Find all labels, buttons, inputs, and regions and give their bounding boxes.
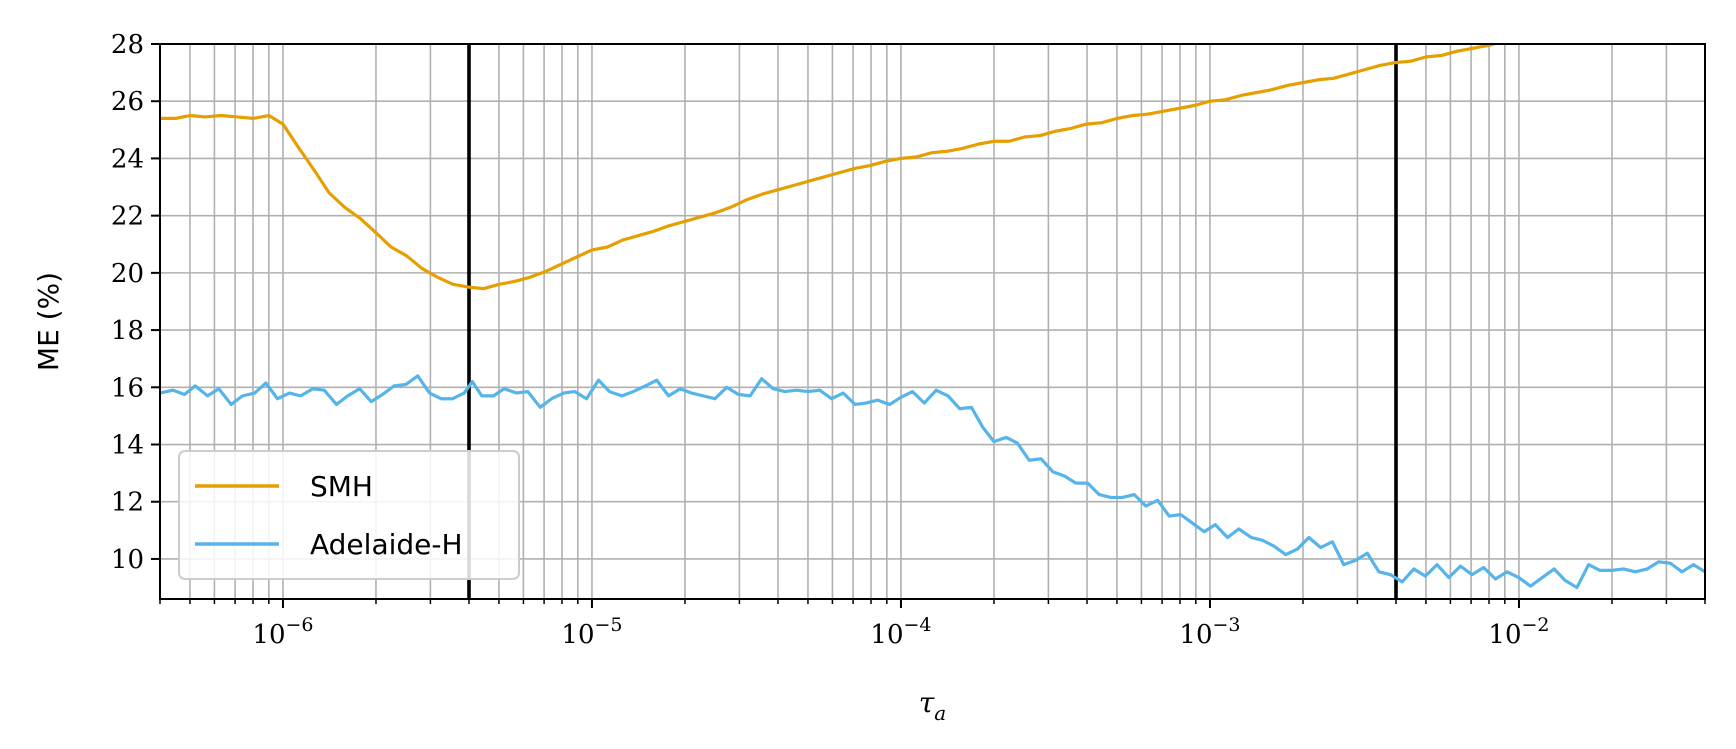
x-axis-ticks: 10−6 10−5 10−4 10−3 10−2 bbox=[159, 599, 1706, 650]
x-axis-label-subscript: a bbox=[934, 701, 946, 725]
series-line-smh bbox=[160, 44, 1500, 291]
series-line-adelaide-h bbox=[160, 374, 1705, 590]
y-axis-label: ME (%) bbox=[32, 272, 65, 371]
y-tick-label: 12 bbox=[111, 488, 144, 518]
y-tick-label: 18 bbox=[111, 316, 144, 346]
x-tick-label: 10−5 bbox=[561, 614, 622, 650]
legend: SMH Adelaide-H bbox=[178, 450, 520, 580]
legend-label-adelaide-h: Adelaide-H bbox=[310, 528, 463, 561]
x-tick-label: 10−3 bbox=[1179, 614, 1240, 650]
y-tick-label: 28 bbox=[111, 30, 144, 60]
legend-box bbox=[178, 450, 520, 580]
y-tick-label: 26 bbox=[111, 87, 144, 117]
x-tick-label: 10−4 bbox=[870, 614, 931, 650]
x-tick-label: 10−6 bbox=[252, 614, 313, 650]
y-tick-label: 14 bbox=[111, 431, 144, 461]
x-axis-label: τa bbox=[919, 686, 946, 725]
y-axis-ticks: 10 12 14 16 18 20 22 24 26 28 bbox=[111, 30, 160, 575]
y-tick-label: 22 bbox=[111, 202, 144, 232]
y-tick-label: 16 bbox=[111, 373, 144, 403]
plot-frame bbox=[159, 43, 1706, 600]
series-lines bbox=[160, 44, 1705, 590]
y-tick-label: 20 bbox=[111, 259, 144, 289]
x-tick-label: 10−2 bbox=[1488, 614, 1549, 650]
legend-label-smh: SMH bbox=[310, 470, 373, 503]
y-tick-label: 10 bbox=[111, 545, 144, 575]
y-tick-label: 24 bbox=[111, 144, 144, 174]
x-axis-label-base: τ bbox=[919, 686, 935, 719]
